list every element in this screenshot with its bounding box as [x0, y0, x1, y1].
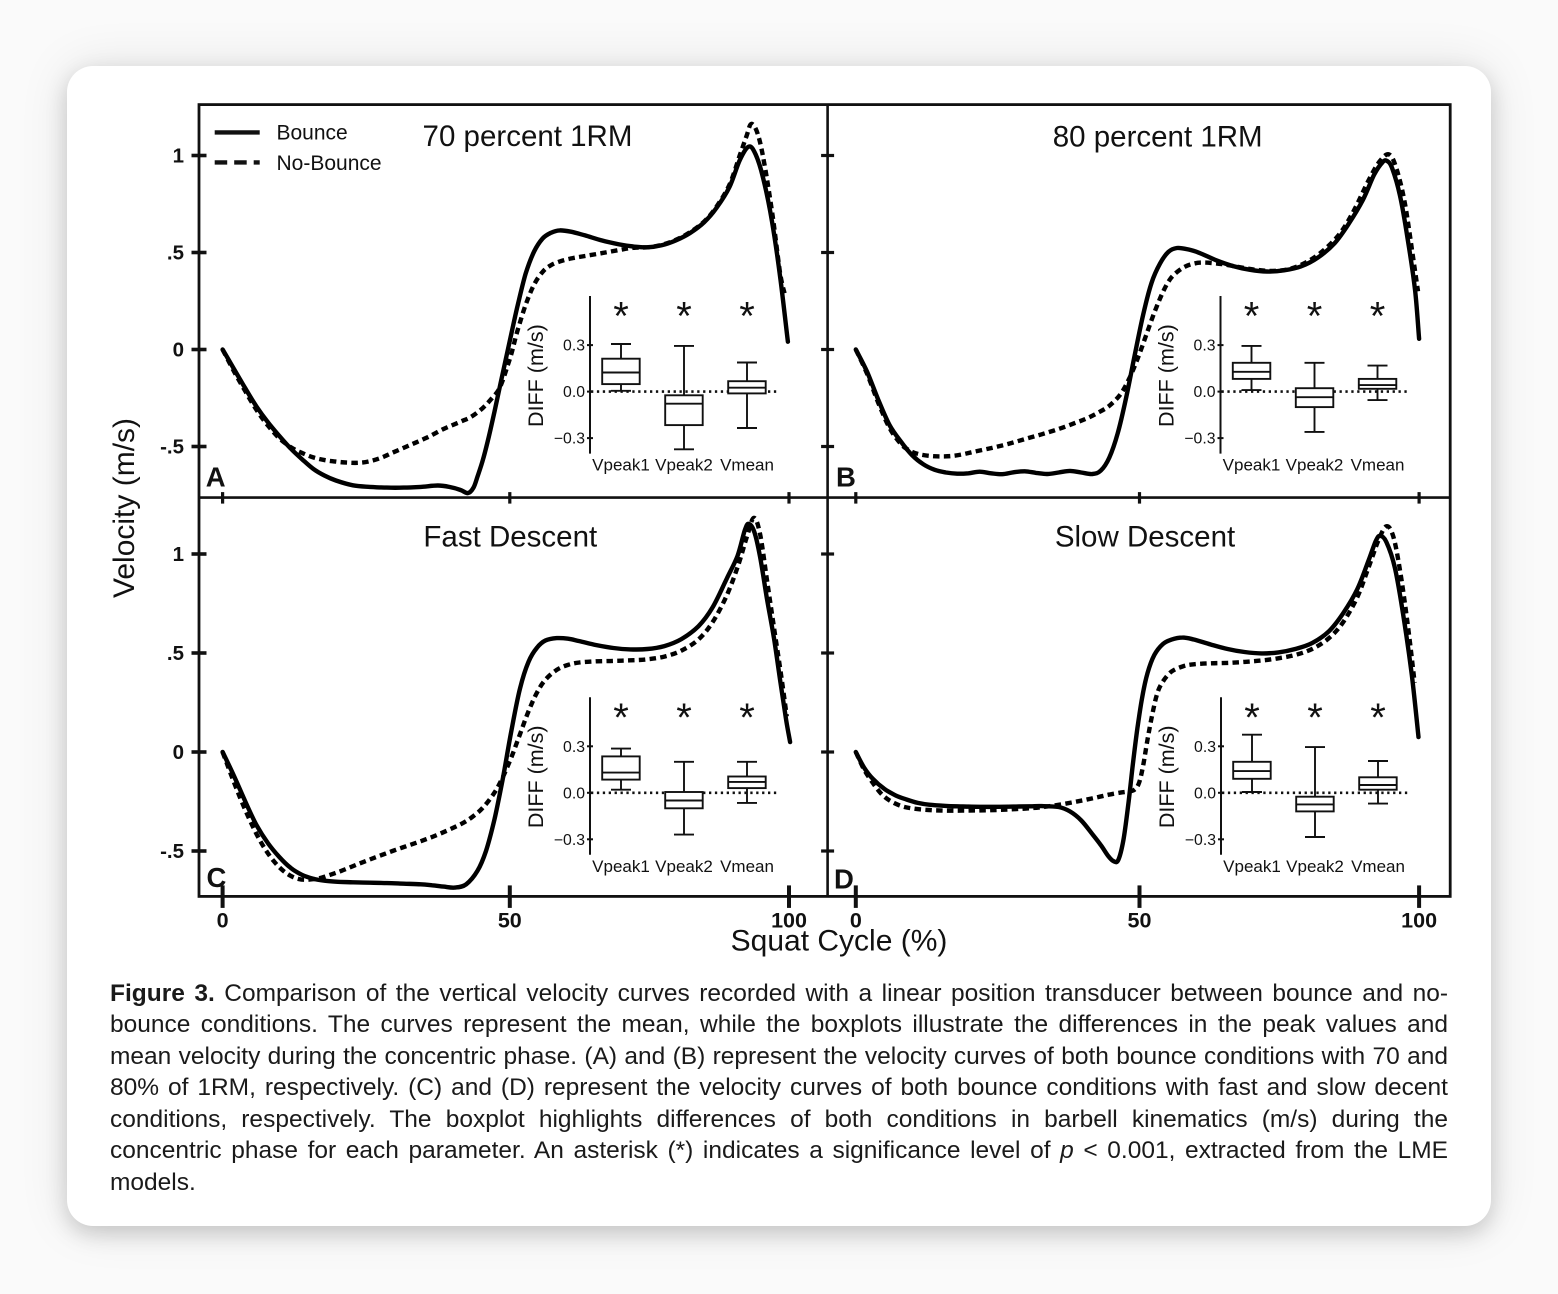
svg-text:50: 50 — [498, 909, 522, 933]
svg-text:Fast Descent: Fast Descent — [423, 521, 597, 554]
svg-text:1: 1 — [173, 543, 184, 566]
svg-text:DIFF (m/s): DIFF (m/s) — [1155, 324, 1179, 427]
svg-text:−0.3: −0.3 — [1184, 431, 1215, 448]
svg-text:0.3: 0.3 — [563, 739, 585, 756]
svg-text:No-Bounce: No-Bounce — [277, 152, 382, 175]
svg-text:0.0: 0.0 — [563, 785, 585, 802]
svg-text:−0.3: −0.3 — [554, 832, 585, 849]
svg-text:Vpeak2: Vpeak2 — [1286, 857, 1344, 876]
svg-text:*: * — [676, 696, 692, 740]
svg-text:0.3: 0.3 — [1194, 739, 1216, 756]
svg-text:.5: .5 — [167, 242, 184, 265]
svg-text:Vmean: Vmean — [720, 456, 774, 475]
svg-text:0.0: 0.0 — [1194, 384, 1216, 401]
svg-text:0.0: 0.0 — [1194, 785, 1216, 802]
svg-text:*: * — [613, 295, 629, 339]
svg-text:0: 0 — [173, 741, 184, 764]
svg-text:*: * — [1370, 295, 1386, 339]
svg-text:Vpeak1: Vpeak1 — [1223, 456, 1281, 475]
svg-text:C: C — [207, 862, 227, 893]
svg-text:*: * — [739, 295, 755, 339]
svg-text:−0.3: −0.3 — [554, 431, 585, 448]
svg-text:D: D — [834, 864, 854, 895]
svg-text:−0.3: −0.3 — [1185, 832, 1216, 849]
svg-text:Velocity (m/s): Velocity (m/s) — [108, 418, 141, 598]
svg-text:Vpeak2: Vpeak2 — [655, 857, 713, 876]
svg-text:*: * — [1307, 295, 1323, 339]
svg-text:A: A — [206, 462, 226, 493]
svg-text:0: 0 — [850, 909, 862, 933]
svg-text:Vpeak2: Vpeak2 — [655, 456, 713, 475]
svg-text:*: * — [1244, 696, 1260, 740]
svg-text:*: * — [613, 696, 629, 740]
svg-text:Slow Descent: Slow Descent — [1055, 521, 1235, 554]
svg-text:*: * — [676, 295, 692, 339]
svg-text:80 percent 1RM: 80 percent 1RM — [1053, 121, 1263, 154]
svg-text:Vpeak1: Vpeak1 — [592, 456, 650, 475]
svg-text:*: * — [1307, 696, 1323, 740]
svg-text:0: 0 — [173, 339, 184, 362]
svg-text:Vpeak2: Vpeak2 — [1286, 456, 1344, 475]
svg-text:DIFF (m/s): DIFF (m/s) — [1155, 725, 1179, 828]
svg-text:-.5: -.5 — [160, 436, 184, 459]
svg-text:Vmean: Vmean — [1351, 456, 1405, 475]
svg-text:0: 0 — [217, 909, 229, 933]
svg-text:0.0: 0.0 — [563, 384, 585, 401]
svg-text:70 percent 1RM: 70 percent 1RM — [423, 120, 633, 153]
svg-text:Vmean: Vmean — [1351, 857, 1405, 876]
svg-text:-.5: -.5 — [160, 840, 184, 863]
svg-text:100: 100 — [771, 909, 807, 933]
svg-text:0.3: 0.3 — [1194, 338, 1216, 355]
svg-text:*: * — [1244, 295, 1260, 339]
svg-text:*: * — [1370, 696, 1386, 740]
svg-text:1: 1 — [173, 145, 184, 168]
svg-text:Vmean: Vmean — [720, 857, 774, 876]
svg-text:Vpeak1: Vpeak1 — [592, 857, 650, 876]
svg-text:*: * — [739, 696, 755, 740]
svg-text:0.3: 0.3 — [563, 338, 585, 355]
svg-text:Bounce: Bounce — [277, 122, 348, 145]
svg-text:50: 50 — [1128, 909, 1152, 933]
svg-text:Squat Cycle (%): Squat Cycle (%) — [731, 925, 948, 958]
svg-text:100: 100 — [1401, 909, 1437, 933]
svg-text:B: B — [836, 462, 856, 493]
svg-text:Vpeak1: Vpeak1 — [1223, 857, 1281, 876]
svg-text:DIFF (m/s): DIFF (m/s) — [524, 324, 548, 427]
svg-text:.5: .5 — [167, 642, 184, 665]
svg-text:DIFF (m/s): DIFF (m/s) — [524, 725, 548, 828]
